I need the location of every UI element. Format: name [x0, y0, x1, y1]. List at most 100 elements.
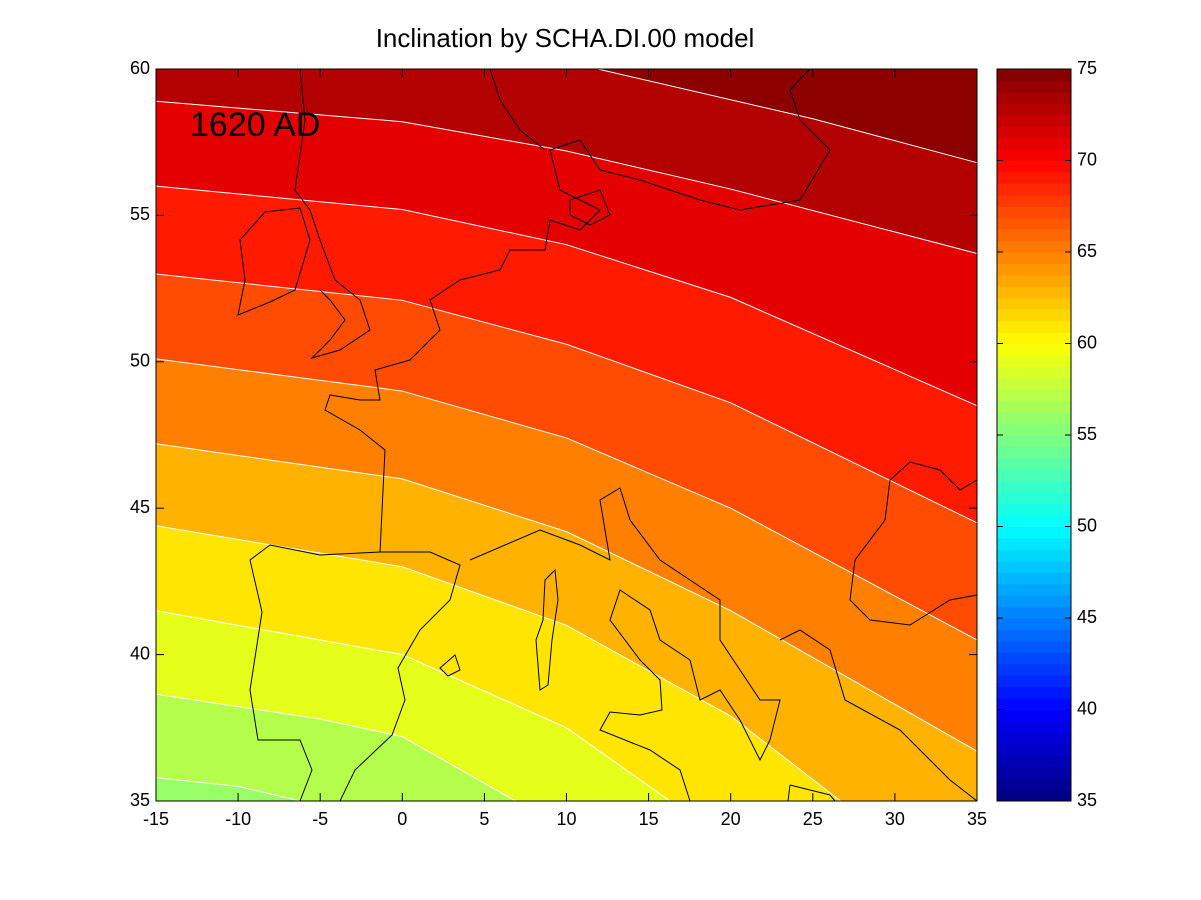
y-tick-label: 45	[130, 497, 150, 517]
contour-line	[597, 68, 978, 164]
colorbar-tick-label: 60	[1077, 332, 1097, 352]
colorbar-step	[997, 377, 1071, 390]
colorbar-step	[997, 332, 1071, 344]
colorbar-step	[997, 778, 1071, 791]
colorbar-step	[997, 652, 1071, 665]
coastline	[535, 568, 559, 691]
colorbar-step	[997, 515, 1071, 527]
colorbar-step	[997, 663, 1071, 676]
colorbar-step	[997, 252, 1071, 264]
x-tick-label: 15	[639, 809, 659, 829]
contour-line	[155, 443, 978, 752]
x-tick-label: 20	[721, 809, 741, 829]
x-tick-label: -5	[312, 809, 328, 829]
colorbar-step	[997, 400, 1071, 413]
colorbar-step	[997, 149, 1071, 161]
contour-line	[155, 358, 978, 641]
x-tick-label: 0	[397, 809, 407, 829]
colorbar-tick-label: 75	[1077, 58, 1097, 78]
x-tick-label: 35	[967, 809, 987, 829]
colorbar-step	[997, 91, 1071, 104]
colorbar-step	[997, 297, 1071, 310]
colorbar-step	[997, 720, 1071, 733]
colorbar-tick-label: 45	[1077, 607, 1097, 627]
coastline	[324, 68, 831, 553]
colorbar-step	[997, 560, 1071, 573]
chart-title: Inclination by SCHA.DI.00 model	[376, 23, 755, 53]
colorbar-tick-label: 35	[1077, 790, 1097, 810]
colorbar-step	[997, 457, 1071, 470]
annotation: 1620 AD	[190, 106, 320, 144]
coastline	[439, 654, 461, 677]
colorbar-step	[997, 709, 1071, 722]
colorbar-step	[997, 229, 1071, 242]
y-tick-label: 35	[130, 790, 150, 810]
colorbar-step	[997, 640, 1071, 653]
contour-line	[155, 777, 301, 802]
colorbar-step	[997, 446, 1071, 459]
colorbar-step	[997, 480, 1071, 493]
coastline	[489, 68, 546, 151]
colorbar-step	[997, 320, 1071, 333]
band-fill	[597, 69, 977, 163]
colorbar-step	[997, 537, 1071, 550]
x-tick-label: -10	[225, 809, 251, 829]
colorbar-step	[997, 69, 1071, 81]
coastline	[237, 207, 311, 316]
contour-line	[155, 185, 978, 407]
y-tick-label: 60	[130, 58, 150, 78]
contour-line	[155, 610, 671, 802]
colorbar-step	[997, 572, 1071, 585]
colorbar-step	[997, 412, 1071, 425]
colorbar-step	[997, 389, 1071, 402]
colorbar-step	[997, 743, 1071, 756]
colorbar-step	[997, 217, 1071, 230]
coastlines	[237, 68, 978, 802]
x-tick-label: -15	[143, 809, 169, 829]
colorbar-tick-label: 65	[1077, 241, 1097, 261]
colorbar-tick-label: 40	[1077, 698, 1097, 718]
coastline	[787, 784, 836, 802]
colorbar-step	[997, 435, 1071, 447]
colorbar-step	[997, 114, 1071, 127]
contour-line	[155, 100, 978, 254]
colorbar-step	[997, 583, 1071, 596]
x-tick-label: 10	[556, 809, 576, 829]
contour-line	[155, 693, 516, 802]
coastline	[569, 189, 611, 226]
colorbar-step	[997, 194, 1071, 207]
colorbar-step	[997, 137, 1071, 150]
colorbar-step	[997, 766, 1071, 779]
colorbar-tick-label: 70	[1077, 149, 1097, 169]
colorbar-step	[997, 732, 1071, 745]
x-tick-label: 5	[479, 809, 489, 829]
coastline	[849, 461, 978, 626]
colorbar-step	[997, 126, 1071, 139]
colorbar-step	[997, 492, 1071, 505]
contour-line	[155, 273, 978, 524]
colorbar-step	[997, 171, 1071, 184]
colorbar-step	[997, 675, 1071, 688]
y-tick-label: 50	[130, 351, 150, 371]
band-fill	[156, 69, 977, 254]
colorbar-step	[997, 354, 1071, 367]
colorbar-step	[997, 549, 1071, 562]
colorbar-step	[997, 80, 1071, 93]
y-tick-label: 55	[130, 204, 150, 224]
colorbar-step	[997, 240, 1071, 253]
colorbar-step	[997, 263, 1071, 276]
y-tick-label: 40	[130, 643, 150, 663]
colorbar-step	[997, 309, 1071, 322]
colorbar-step	[997, 206, 1071, 219]
coastline	[469, 487, 781, 802]
colorbar-step	[997, 526, 1071, 539]
colorbar-tick-label: 55	[1077, 424, 1097, 444]
colorbar-step	[997, 595, 1071, 608]
colorbar-tick-label: 50	[1077, 515, 1097, 535]
colorbar-step	[997, 343, 1071, 356]
x-tick-label: 25	[803, 809, 823, 829]
colorbar-step	[997, 755, 1071, 768]
colorbar-step	[997, 103, 1071, 116]
colorbar-step	[997, 183, 1071, 196]
